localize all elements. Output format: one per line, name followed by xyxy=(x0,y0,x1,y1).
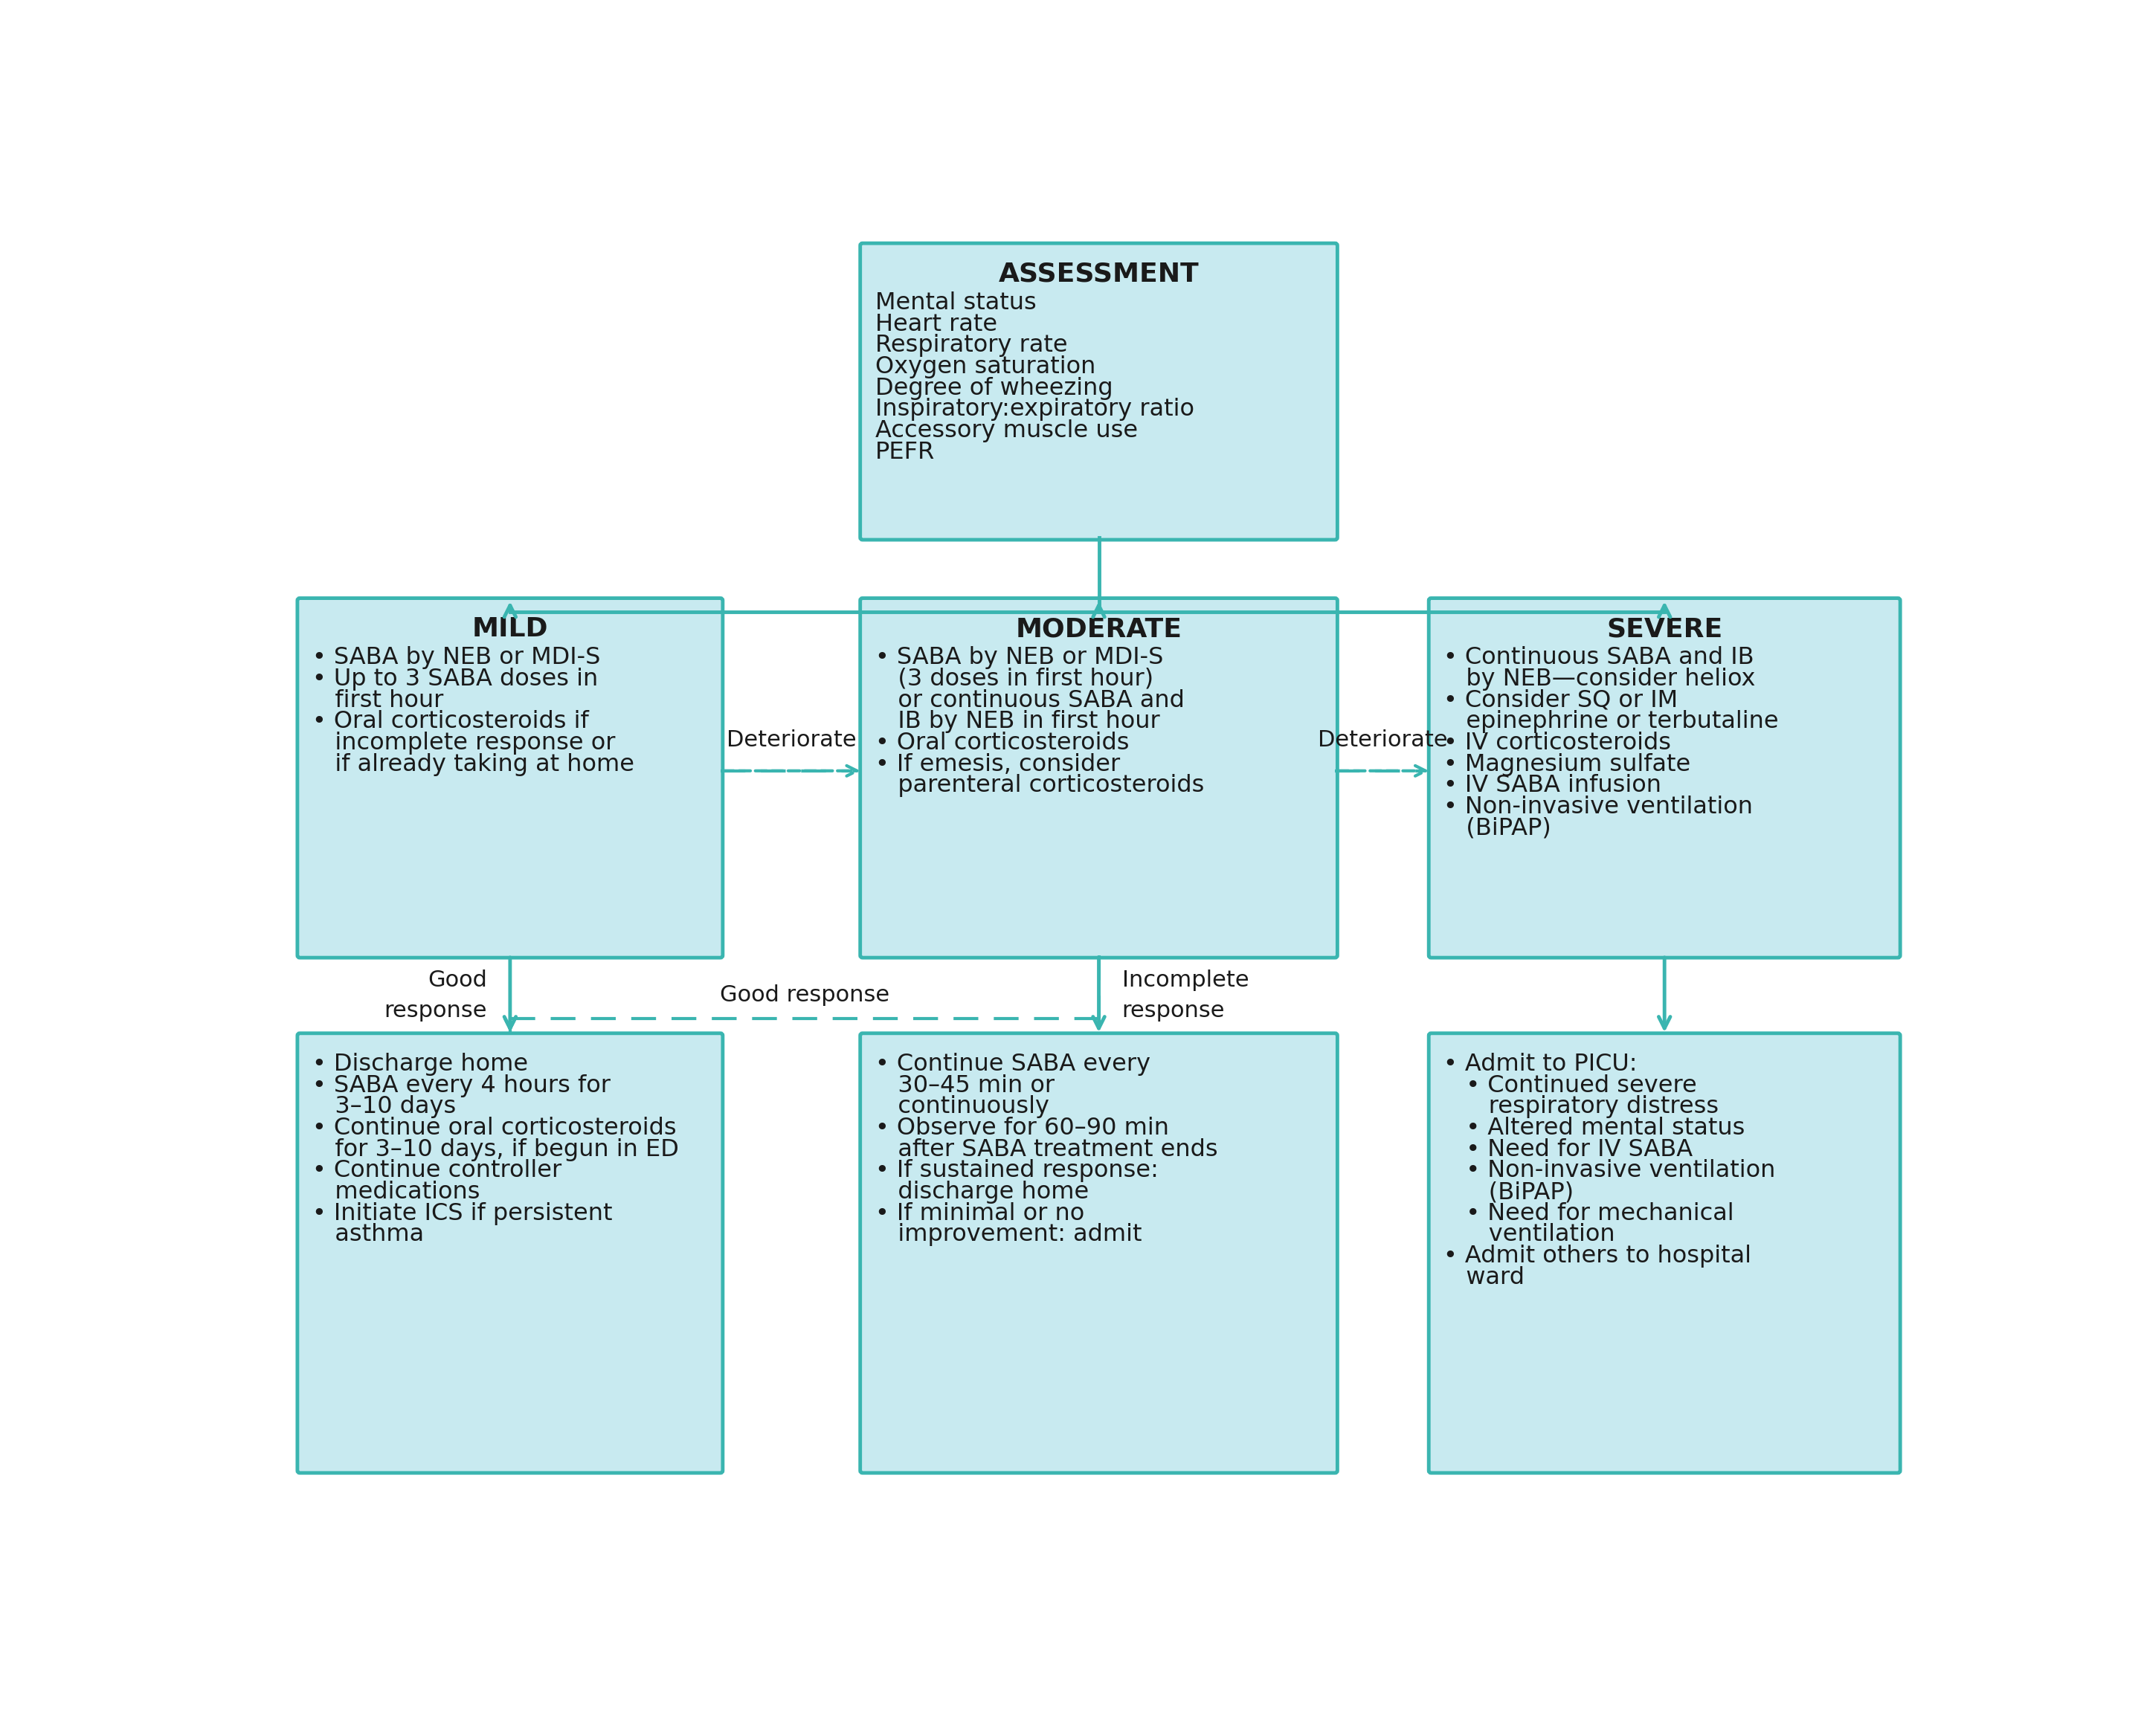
Text: Good response: Good response xyxy=(720,984,890,1005)
Text: for 3–10 days, if begun in ED: for 3–10 days, if begun in ED xyxy=(313,1139,680,1161)
Text: MILD: MILD xyxy=(472,616,549,642)
Text: medications: medications xyxy=(313,1180,480,1203)
FancyBboxPatch shape xyxy=(860,599,1338,958)
Text: continuously: continuously xyxy=(875,1095,1048,1118)
Text: Degree of wheezing: Degree of wheezing xyxy=(875,377,1113,399)
Text: Oxygen saturation: Oxygen saturation xyxy=(875,356,1096,378)
Text: • Admit to PICU:: • Admit to PICU: xyxy=(1443,1052,1638,1076)
Text: IB by NEB in first hour: IB by NEB in first hour xyxy=(875,710,1160,733)
Text: • SABA by NEB or MDI-S: • SABA by NEB or MDI-S xyxy=(313,646,600,670)
Text: • Continued severe: • Continued severe xyxy=(1443,1075,1698,1097)
Text: asthma: asthma xyxy=(313,1224,425,1246)
FancyBboxPatch shape xyxy=(298,1033,723,1472)
Text: first hour: first hour xyxy=(313,689,444,712)
Text: incomplete response or: incomplete response or xyxy=(313,731,615,755)
FancyBboxPatch shape xyxy=(1428,1033,1900,1472)
Text: • Consider SQ or IM: • Consider SQ or IM xyxy=(1443,689,1679,712)
Text: Deteriorate: Deteriorate xyxy=(1319,729,1447,750)
Text: • Discharge home: • Discharge home xyxy=(313,1052,527,1076)
Text: 3–10 days: 3–10 days xyxy=(313,1095,457,1118)
Text: improvement: admit: improvement: admit xyxy=(875,1224,1143,1246)
Text: • Up to 3 SABA doses in: • Up to 3 SABA doses in xyxy=(313,668,598,691)
Text: or continuous SABA and: or continuous SABA and xyxy=(875,689,1183,712)
Text: epinephrine or terbutaline: epinephrine or terbutaline xyxy=(1443,710,1780,733)
Text: • Continue controller: • Continue controller xyxy=(313,1160,562,1182)
Text: • Continuous SABA and IB: • Continuous SABA and IB xyxy=(1443,646,1754,670)
Text: Mental status: Mental status xyxy=(875,292,1036,314)
Text: if already taking at home: if already taking at home xyxy=(313,753,635,776)
Text: • Altered mental status: • Altered mental status xyxy=(1443,1116,1745,1141)
Text: parenteral corticosteroids: parenteral corticosteroids xyxy=(875,774,1205,797)
Text: Good
response: Good response xyxy=(384,970,487,1021)
Text: 30–45 min or: 30–45 min or xyxy=(875,1075,1055,1097)
Text: (3 doses in first hour): (3 doses in first hour) xyxy=(875,668,1153,691)
Text: • Magnesium sulfate: • Magnesium sulfate xyxy=(1443,753,1692,776)
Text: • SABA by NEB or MDI-S: • SABA by NEB or MDI-S xyxy=(875,646,1164,670)
Text: after SABA treatment ends: after SABA treatment ends xyxy=(875,1139,1218,1161)
Text: • If sustained response:: • If sustained response: xyxy=(875,1160,1158,1182)
Text: • Non-invasive ventilation: • Non-invasive ventilation xyxy=(1443,795,1754,819)
Text: SEVERE: SEVERE xyxy=(1606,616,1722,642)
Text: • If emesis, consider: • If emesis, consider xyxy=(875,753,1119,776)
Text: • IV corticosteroids: • IV corticosteroids xyxy=(1443,731,1672,755)
Text: ward: ward xyxy=(1443,1266,1524,1290)
Text: • SABA every 4 hours for: • SABA every 4 hours for xyxy=(313,1075,611,1097)
Text: (BiPAP): (BiPAP) xyxy=(1443,818,1552,840)
Text: discharge home: discharge home xyxy=(875,1180,1089,1203)
Text: Inspiratory:expiratory ratio: Inspiratory:expiratory ratio xyxy=(875,398,1194,422)
Text: Incomplete
response: Incomplete response xyxy=(1121,970,1248,1021)
Text: • Oral corticosteroids if: • Oral corticosteroids if xyxy=(313,710,590,733)
Text: • Non-invasive ventilation: • Non-invasive ventilation xyxy=(1443,1160,1775,1182)
Text: Respiratory rate: Respiratory rate xyxy=(875,333,1068,358)
FancyBboxPatch shape xyxy=(298,599,723,958)
Text: Accessory muscle use: Accessory muscle use xyxy=(875,420,1138,443)
Text: MODERATE: MODERATE xyxy=(1016,616,1181,642)
Text: ventilation: ventilation xyxy=(1443,1224,1614,1246)
Text: Deteriorate: Deteriorate xyxy=(727,729,855,750)
FancyBboxPatch shape xyxy=(860,243,1338,540)
Text: • Continue oral corticosteroids: • Continue oral corticosteroids xyxy=(313,1116,678,1141)
Text: by NEB—consider heliox: by NEB—consider heliox xyxy=(1443,668,1756,691)
Text: • If minimal or no: • If minimal or no xyxy=(875,1201,1085,1226)
Text: Heart rate: Heart rate xyxy=(875,312,997,335)
Text: • Observe for 60–90 min: • Observe for 60–90 min xyxy=(875,1116,1168,1141)
Text: (BiPAP): (BiPAP) xyxy=(1443,1180,1574,1203)
Text: PEFR: PEFR xyxy=(875,441,935,464)
Text: • Need for IV SABA: • Need for IV SABA xyxy=(1443,1139,1694,1161)
FancyBboxPatch shape xyxy=(1428,599,1900,958)
Text: • Oral corticosteroids: • Oral corticosteroids xyxy=(875,731,1130,755)
Text: • Initiate ICS if persistent: • Initiate ICS if persistent xyxy=(313,1201,613,1226)
Text: ASSESSMENT: ASSESSMENT xyxy=(999,262,1198,286)
Text: • IV SABA infusion: • IV SABA infusion xyxy=(1443,774,1662,797)
FancyBboxPatch shape xyxy=(860,1033,1338,1472)
Text: • Admit others to hospital: • Admit others to hospital xyxy=(1443,1245,1752,1267)
Text: • Continue SABA every: • Continue SABA every xyxy=(875,1052,1151,1076)
Text: respiratory distress: respiratory distress xyxy=(1443,1095,1719,1118)
Text: • Need for mechanical: • Need for mechanical xyxy=(1443,1201,1734,1226)
